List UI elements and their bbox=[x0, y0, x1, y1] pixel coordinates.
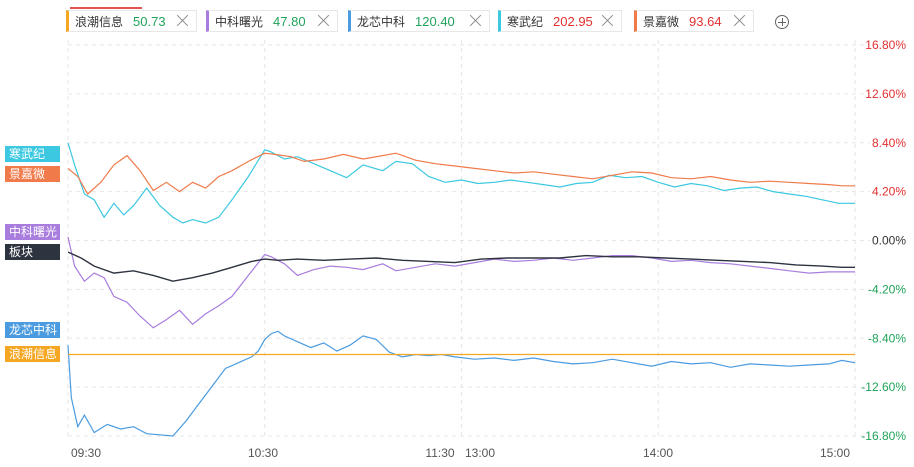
y-axis-ticks: 16.80% 12.60% 8.40% 4.20% 0.00% -4.20% -8.40% -… bbox=[861, 38, 906, 443]
stock-legend-bar: 浪潮信息 50.73 中科曙光 47.80 龙芯中科 120.40 寒武纪 20… bbox=[0, 0, 914, 40]
legend-price: 93.64 bbox=[689, 13, 722, 29]
series-line-龙芯中科 bbox=[67, 330, 856, 437]
x-tick-label: 10:30 bbox=[248, 446, 278, 460]
close-icon[interactable] bbox=[176, 13, 190, 27]
y-tick-label: -4.20% bbox=[868, 282, 906, 296]
y-tick-label: 4.20% bbox=[872, 185, 906, 199]
series-tag-langchao: 浪潮信息 bbox=[5, 346, 60, 362]
legend-price: 47.80 bbox=[273, 13, 306, 29]
y-tick-label: -16.80% bbox=[861, 429, 906, 443]
x-tick-label: 13:00 bbox=[465, 446, 495, 460]
series-line-景嘉微 bbox=[67, 152, 855, 195]
x-tick-label: 14:00 bbox=[643, 446, 673, 460]
legend-chip-longxin[interactable]: 龙芯中科 120.40 bbox=[348, 10, 490, 32]
y-tick-label: -8.40% bbox=[868, 331, 906, 345]
legend-name: 中科曙光 bbox=[215, 14, 264, 29]
legend-name: 景嘉微 bbox=[643, 14, 680, 29]
series-line-寒武纪 bbox=[67, 142, 855, 224]
series-tag-hanwuji: 寒武纪 bbox=[5, 146, 60, 162]
legend-chip-jingjiawei[interactable]: 景嘉微 93.64 bbox=[634, 10, 754, 32]
series-tag-longxin: 龙芯中科 bbox=[5, 322, 60, 338]
plus-circle-icon[interactable] bbox=[775, 15, 789, 29]
legend-name: 寒武纪 bbox=[507, 14, 544, 29]
y-tick-label: 16.80% bbox=[865, 38, 906, 52]
series-tag-zhongke: 中科曙光 bbox=[5, 224, 60, 240]
legend-price: 202.95 bbox=[553, 13, 593, 29]
x-tick-label: 09:30 bbox=[71, 446, 101, 460]
y-tick-label: 0.00% bbox=[872, 234, 906, 248]
close-icon[interactable] bbox=[733, 13, 747, 27]
chart-grid bbox=[67, 40, 870, 437]
series-tag-bankuai: 板块 bbox=[5, 244, 60, 260]
y-tick-label: 8.40% bbox=[872, 136, 906, 150]
close-icon[interactable] bbox=[469, 13, 483, 27]
x-tick-label: 15:00 bbox=[820, 446, 850, 460]
y-tick-label: -12.60% bbox=[861, 380, 906, 394]
legend-chip-hanwuji[interactable]: 寒武纪 202.95 bbox=[498, 10, 622, 32]
x-axis-ticks: 09:30 10:30 11:30 13:00 14:00 15:00 bbox=[71, 446, 850, 460]
legend-name: 浪潮信息 bbox=[75, 14, 124, 29]
close-icon[interactable] bbox=[601, 13, 615, 27]
legend-name: 龙芯中科 bbox=[357, 14, 406, 29]
chart-series bbox=[67, 142, 856, 437]
legend-chip-zhongke[interactable]: 中科曙光 47.80 bbox=[206, 10, 338, 32]
series-line-板块 bbox=[67, 251, 855, 282]
close-icon[interactable] bbox=[317, 13, 331, 27]
legend-price: 50.73 bbox=[133, 13, 166, 29]
y-tick-label: 12.60% bbox=[865, 87, 906, 101]
series-line-中科曙光 bbox=[67, 236, 855, 329]
active-chip-marker bbox=[70, 7, 142, 9]
x-tick-label: 11:30 bbox=[425, 446, 454, 460]
legend-chip-langchao[interactable]: 浪潮信息 50.73 bbox=[66, 10, 197, 32]
legend-price: 120.40 bbox=[415, 13, 455, 29]
series-tag-jingjiawei: 景嘉微 bbox=[5, 166, 60, 182]
